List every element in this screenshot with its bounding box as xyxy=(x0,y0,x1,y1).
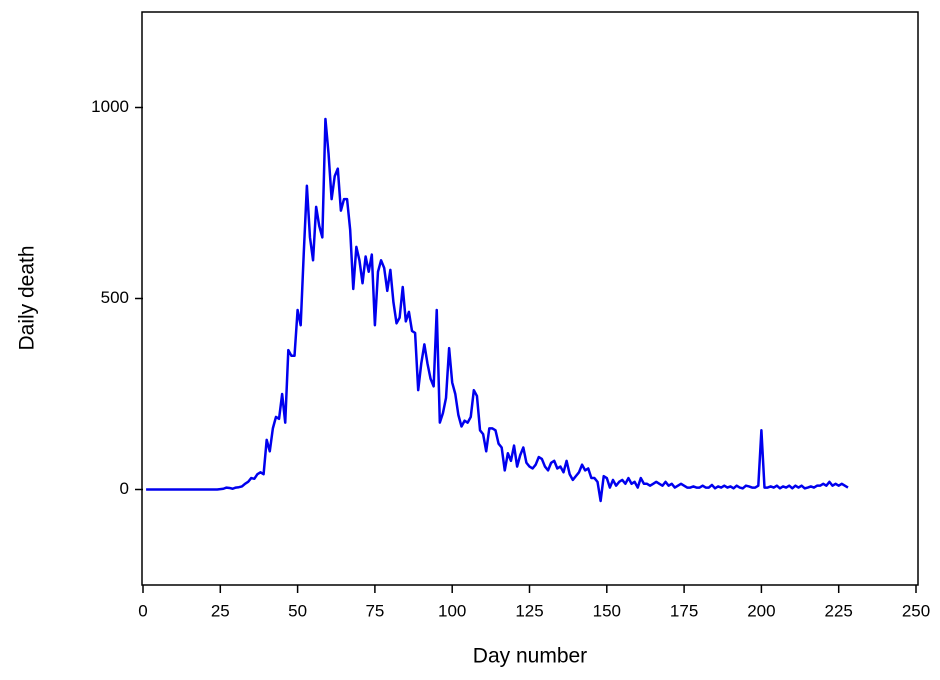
x-tick-label: 25 xyxy=(211,601,230,620)
x-tick-label: 150 xyxy=(593,601,621,620)
x-tick-label: 100 xyxy=(438,601,466,620)
data-line xyxy=(146,117,849,503)
plot-frame xyxy=(141,11,919,586)
x-axis-label: Day number xyxy=(473,645,587,668)
x-tick-label: 0 xyxy=(138,601,147,620)
y-axis-label: Daily death xyxy=(16,245,39,350)
x-tick-label: 200 xyxy=(747,601,775,620)
x-tick-label: 50 xyxy=(288,601,307,620)
y-tick-label: 500 xyxy=(101,288,129,307)
x-tick-label: 250 xyxy=(902,601,930,620)
x-tick-label: 75 xyxy=(365,601,384,620)
x-tick-label: 175 xyxy=(670,601,698,620)
x-tick-label: 225 xyxy=(825,601,853,620)
x-tick-label: 125 xyxy=(515,601,543,620)
y-tick-label: 0 xyxy=(120,479,129,498)
y-tick-label: 1000 xyxy=(91,97,129,116)
